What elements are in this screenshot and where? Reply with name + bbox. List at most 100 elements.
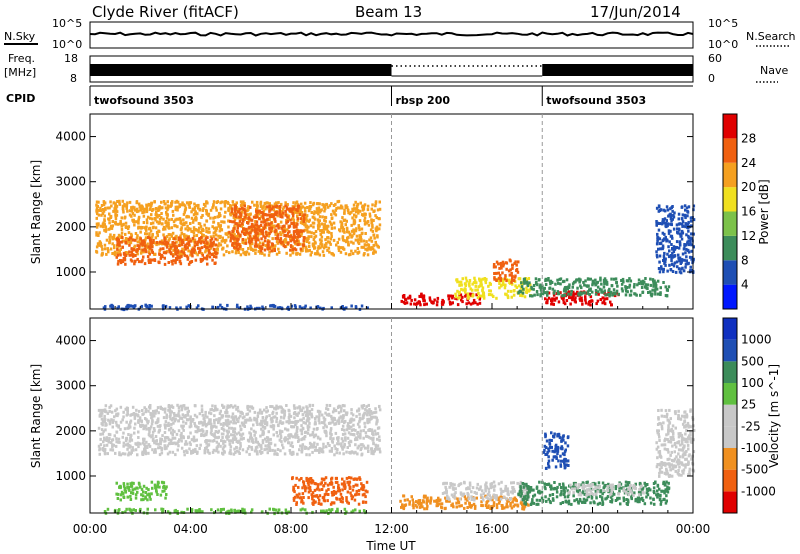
colorbar-tick-label: 24 xyxy=(741,156,756,170)
data-cell xyxy=(347,501,350,505)
data-cell xyxy=(349,451,352,455)
data-cell xyxy=(513,261,516,265)
data-cell xyxy=(262,234,265,238)
data-cell xyxy=(256,232,259,235)
data-cell xyxy=(512,504,515,508)
data-cell xyxy=(221,436,224,439)
data-cell xyxy=(370,449,373,453)
data-cell xyxy=(133,416,137,420)
data-cell xyxy=(111,242,114,246)
data-cell xyxy=(98,231,101,235)
data-cell xyxy=(201,423,205,427)
data-cell xyxy=(361,205,364,209)
data-cell xyxy=(330,202,333,206)
data-cell xyxy=(525,289,529,292)
data-cell xyxy=(250,436,254,440)
data-cell xyxy=(440,302,444,306)
data-cell xyxy=(126,306,129,310)
data-cell xyxy=(211,242,215,245)
data-cell xyxy=(655,253,659,257)
data-cell xyxy=(429,496,433,500)
data-cell xyxy=(196,212,199,216)
data-cell xyxy=(494,265,497,269)
data-cell xyxy=(237,251,240,254)
data-cell xyxy=(595,302,598,306)
data-cell xyxy=(310,250,313,254)
data-cell xyxy=(325,403,329,407)
data-cell xyxy=(167,238,171,242)
data-cell xyxy=(340,482,344,486)
data-cell xyxy=(669,222,672,226)
data-cell xyxy=(154,435,158,438)
data-cell xyxy=(368,247,371,251)
data-cell xyxy=(330,491,334,494)
data-cell xyxy=(231,200,235,204)
data-cell xyxy=(658,254,662,258)
data-cell xyxy=(512,293,516,297)
data-cell xyxy=(525,286,528,290)
data-cell xyxy=(661,231,665,235)
data-cell xyxy=(210,237,214,241)
data-cell xyxy=(241,219,245,223)
data-cell xyxy=(322,484,326,488)
data-cell xyxy=(237,243,241,247)
data-cell xyxy=(610,277,613,281)
data-cell xyxy=(269,405,272,408)
data-cell xyxy=(262,432,265,436)
data-cell xyxy=(360,227,364,231)
data-cell xyxy=(101,432,105,436)
data-cell xyxy=(373,236,376,240)
data-cell xyxy=(315,427,319,431)
data-cell xyxy=(171,428,175,432)
data-cell xyxy=(409,302,413,306)
data-cell xyxy=(318,224,321,228)
data-cell xyxy=(254,251,257,255)
data-cell xyxy=(501,281,505,285)
data-cell xyxy=(517,260,520,264)
data-cell xyxy=(357,224,360,228)
data-cell xyxy=(681,252,685,256)
data-cell xyxy=(347,235,350,239)
data-cell xyxy=(199,257,203,261)
data-cell xyxy=(423,507,426,511)
data-cell xyxy=(664,294,668,297)
data-cell xyxy=(126,251,130,255)
data-cell xyxy=(337,249,341,252)
data-cell xyxy=(343,480,346,484)
data-cell xyxy=(222,239,225,243)
data-cell xyxy=(217,222,220,226)
data-cell xyxy=(456,303,460,307)
data-cell xyxy=(145,232,148,236)
data-cell xyxy=(495,279,498,282)
data-cell xyxy=(341,216,344,220)
data-cell xyxy=(145,225,148,229)
data-cell xyxy=(586,290,590,294)
data-cell xyxy=(263,248,267,252)
data-cell xyxy=(152,437,155,441)
data-cell xyxy=(196,253,199,257)
data-cell xyxy=(237,416,241,420)
data-cell xyxy=(148,236,152,240)
data-cell xyxy=(179,237,182,241)
data-cell xyxy=(161,241,164,245)
data-cell xyxy=(664,285,667,289)
data-cell xyxy=(222,427,225,431)
data-cell xyxy=(360,245,363,249)
freq-panel: Freq. [MHz] 18 8 60 0 Nave xyxy=(4,52,788,85)
data-cell xyxy=(671,209,674,213)
data-cell xyxy=(304,248,308,252)
data-cell xyxy=(158,217,162,221)
data-cell xyxy=(162,217,165,221)
data-cell xyxy=(235,222,239,226)
data-cell xyxy=(174,200,177,204)
data-cell xyxy=(358,412,361,416)
power-ylabel: Slant Range [km] xyxy=(29,160,43,264)
data-cell xyxy=(215,425,218,429)
data-cell xyxy=(669,229,672,233)
data-cell xyxy=(292,425,296,429)
data-cell xyxy=(189,415,192,419)
data-cell xyxy=(119,427,122,431)
data-cell xyxy=(372,219,375,222)
data-cell xyxy=(301,217,304,221)
data-cell xyxy=(676,265,679,269)
